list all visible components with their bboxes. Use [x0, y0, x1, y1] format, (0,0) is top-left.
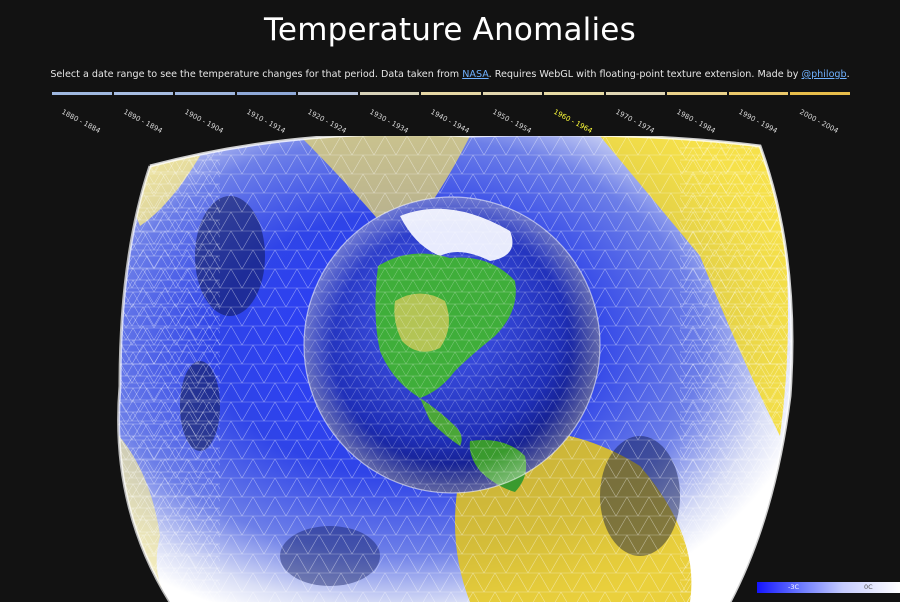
- period-label: 1900 - 1904: [183, 108, 225, 136]
- legend-low-label: -3C: [788, 583, 800, 591]
- period-bar: [482, 92, 543, 95]
- description-text-2: . Requires WebGL with floating-point tex…: [488, 69, 802, 80]
- period-1960-1964[interactable]: 1960 - 1964: [544, 92, 604, 136]
- period-label: 1910 - 1914: [244, 108, 287, 136]
- period-label: 1930 - 1934: [367, 108, 410, 136]
- period-label: 2000 - 2004: [798, 108, 840, 136]
- period-1910-1914[interactable]: 1910 - 1914: [236, 92, 297, 136]
- period-label: 1980 - 1984: [675, 108, 717, 136]
- page-description: Select a date range to see the temperatu…: [0, 69, 900, 80]
- description-text-3: .: [846, 69, 850, 80]
- period-bar: [175, 92, 235, 95]
- period-bar: [236, 92, 297, 95]
- period-1980-1984[interactable]: 1980 - 1984: [667, 92, 727, 136]
- period-bar: [298, 92, 358, 95]
- legend-high-label: 0C: [864, 583, 873, 591]
- page-title: Temperature Anomalies: [264, 12, 636, 48]
- period-bar: [52, 92, 112, 95]
- period-1950-1954[interactable]: 1950 - 1954: [482, 92, 543, 136]
- period-1890-1894[interactable]: 1890 - 1894: [113, 92, 174, 136]
- period-bar: [113, 92, 174, 95]
- period-label: 1940 - 1944: [429, 108, 471, 136]
- period-label: 1990 - 1994: [737, 108, 779, 136]
- globe-visualization[interactable]: [0, 136, 900, 602]
- period-1990-1994[interactable]: 1990 - 1994: [728, 92, 789, 136]
- period-1940-1944[interactable]: 1940 - 1944: [421, 92, 481, 136]
- period-1900-1904[interactable]: 1900 - 1904: [175, 92, 235, 136]
- period-2000-2004[interactable]: 2000 - 2004: [790, 92, 850, 136]
- color-scale-legend: -3C 0C: [757, 582, 900, 593]
- period-bar: [667, 92, 727, 95]
- nasa-link[interactable]: NASA: [462, 69, 489, 80]
- author-link[interactable]: @philogb: [801, 69, 847, 80]
- period-bar: [790, 92, 850, 95]
- period-bar: [605, 92, 666, 95]
- period-1970-1974[interactable]: 1970 - 1974: [605, 92, 666, 136]
- period-bar: [728, 92, 789, 95]
- period-1920-1924[interactable]: 1920 - 1924: [298, 92, 358, 136]
- date-range-selector: 1880 - 1884 1890 - 1894 1900 - 1904 1910 - …: [52, 92, 850, 136]
- period-bar: [421, 92, 481, 95]
- period-1930-1934[interactable]: 1930 - 1934: [359, 92, 420, 136]
- period-bar: [544, 92, 604, 95]
- period-1880-1884[interactable]: 1880 - 1884: [52, 92, 112, 136]
- earth-globe: [303, 196, 601, 494]
- period-label: 1920 - 1924: [306, 108, 348, 136]
- period-label: 1950 - 1954: [490, 108, 533, 136]
- period-label: 1970 - 1974: [614, 108, 656, 136]
- period-label: 1880 - 1884: [60, 108, 102, 136]
- period-label: 1960 - 1964: [552, 108, 594, 136]
- period-bar: [359, 92, 420, 95]
- description-text-1: Select a date range to see the temperatu…: [50, 69, 463, 80]
- period-label: 1890 - 1894: [121, 108, 164, 136]
